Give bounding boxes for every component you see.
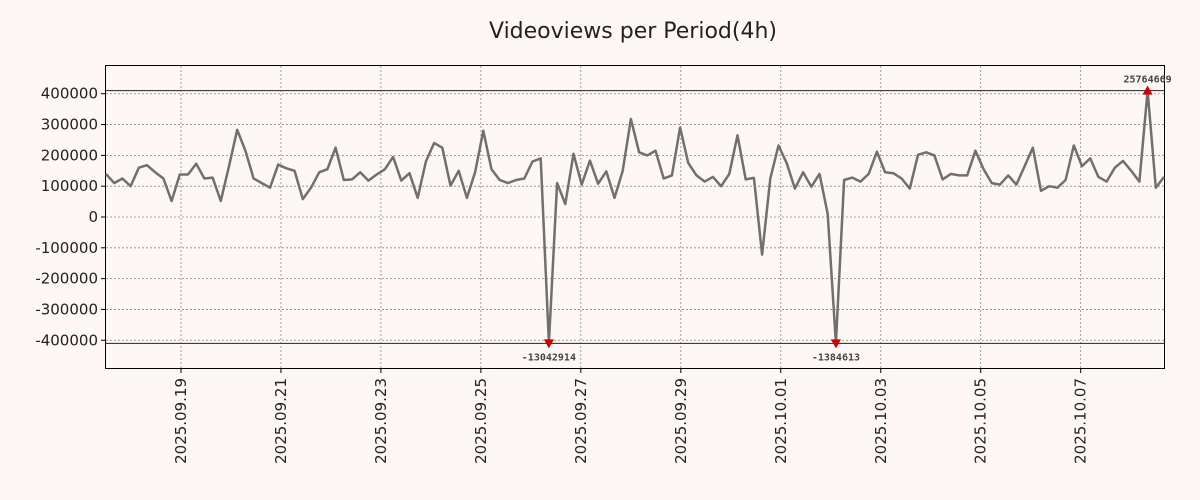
- clip-lines: [106, 90, 1164, 344]
- x-tick-label: 2025.09.25: [472, 378, 490, 464]
- x-tick-label: 2025.09.23: [372, 378, 390, 464]
- y-tick-label: 200000: [41, 146, 98, 164]
- y-tick-label: 0: [88, 208, 98, 226]
- y-tick-label: 100000: [41, 177, 98, 195]
- series-group: [105, 89, 1165, 345]
- spike-marker: [830, 339, 841, 349]
- annotations: -13042914 -1384613 25764669: [522, 75, 1172, 364]
- spike-annotation-label: -1384613: [812, 352, 860, 363]
- series-line: [105, 89, 1165, 345]
- x-tick-label: 2025.09.27: [572, 378, 590, 464]
- x-tick-label: 2025.09.19: [172, 378, 190, 464]
- x-tick-label: 2025.10.07: [1072, 378, 1090, 464]
- x-tick-label: 2025.10.05: [972, 378, 990, 464]
- spike-annotation-label: 25764669: [1124, 75, 1172, 86]
- y-tick-label: 400000: [41, 85, 98, 103]
- x-tick-label: 2025.10.03: [872, 378, 890, 464]
- y-tick-label: -200000: [35, 270, 98, 288]
- spike-annotation-label: -13042914: [522, 352, 576, 363]
- y-tick-label: -300000: [35, 300, 98, 318]
- y-tick-label: -100000: [35, 239, 98, 257]
- x-tick-label: 2025.10.01: [772, 378, 790, 464]
- x-tick-label: 2025.09.21: [272, 378, 290, 464]
- chart-title: Videoviews per Period(4h): [489, 19, 777, 44]
- y-tick-label: 300000: [41, 116, 98, 134]
- grid: [106, 66, 1164, 368]
- spike-marker: [543, 339, 554, 349]
- y-tick-label: -400000: [35, 331, 98, 349]
- x-axis: 2025.09.19 2025.09.21 2025.09.23 2025.09.25…: [172, 368, 1090, 464]
- y-axis: 400000 300000 200000 100000 0 -100000 -200000 -…: [35, 85, 106, 349]
- spike-marker: [1142, 85, 1153, 95]
- x-tick-label: 2025.09.29: [672, 378, 690, 464]
